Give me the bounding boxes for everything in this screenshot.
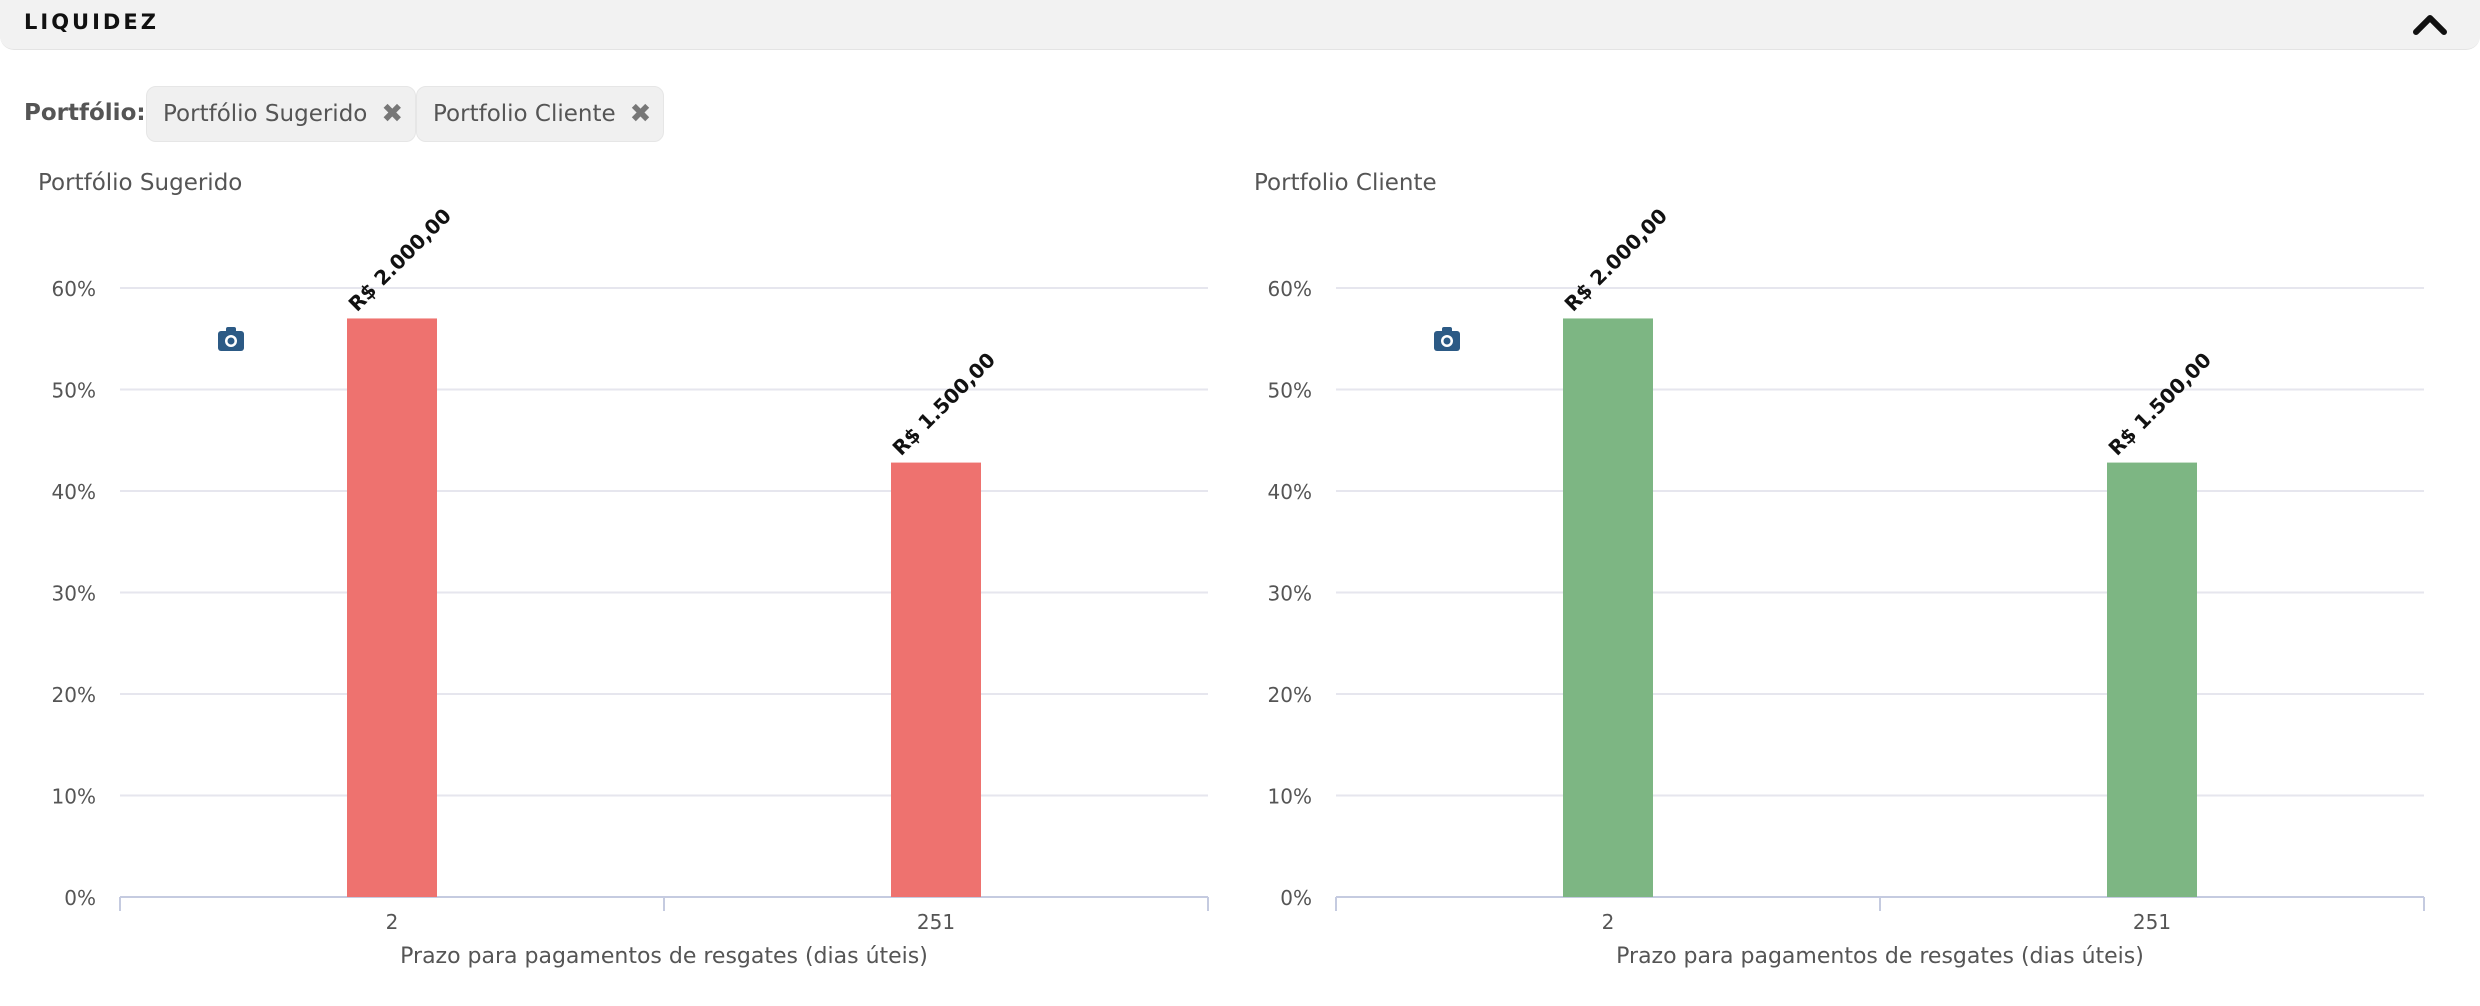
x-tick-label: 251 bbox=[2133, 910, 2171, 934]
chip-portfolio-cliente: Portfolio Cliente ✖ bbox=[416, 86, 665, 142]
bar[interactable] bbox=[1563, 318, 1653, 897]
y-tick-label: 40% bbox=[1268, 480, 1312, 504]
y-tick-label: 60% bbox=[52, 277, 96, 301]
x-axis-title: Prazo para pagamentos de resgates (dias … bbox=[400, 944, 928, 969]
y-tick-label: 50% bbox=[1268, 379, 1312, 403]
data-label: R$ 2.000,00 bbox=[344, 204, 456, 316]
y-tick-label: 0% bbox=[1280, 886, 1312, 910]
panel-title: LIQUIDEZ bbox=[24, 10, 159, 34]
chevron-up-icon[interactable] bbox=[2410, 6, 2450, 42]
data-label: R$ 1.500,00 bbox=[2104, 348, 2216, 460]
x-axis-title: Prazo para pagamentos de resgates (dias … bbox=[1616, 944, 2144, 969]
y-tick-label: 10% bbox=[1268, 785, 1312, 809]
camera-icon[interactable] bbox=[1434, 327, 1460, 351]
filter-label: Portfólio: bbox=[24, 100, 146, 126]
data-label: R$ 1.500,00 bbox=[888, 348, 1000, 460]
chart-title: Portfolio Cliente bbox=[1254, 170, 1437, 196]
bar[interactable] bbox=[2107, 462, 2197, 897]
x-tick-label: 251 bbox=[917, 910, 955, 934]
panel-header[interactable]: LIQUIDEZ bbox=[0, 0, 2480, 50]
chip-label: Portfólio Sugerido bbox=[163, 101, 368, 127]
x-tick-label: 2 bbox=[1602, 910, 1615, 934]
chip-label: Portfolio Cliente bbox=[433, 101, 616, 127]
y-tick-label: 40% bbox=[52, 480, 96, 504]
camera-icon[interactable] bbox=[218, 327, 244, 351]
x-tick-label: 2 bbox=[386, 910, 399, 934]
bar[interactable] bbox=[347, 318, 437, 897]
y-tick-label: 60% bbox=[1268, 277, 1312, 301]
chart-canvas: 0% 10% 20% 30% 40% 50% 60% R$ 2.000,00 2 R$ 1.500… bbox=[1268, 204, 2425, 969]
chart-portfolio-cliente: Portfolio Cliente 0% 10% 20% 30% 40% 50% 60% R$… bbox=[1216, 160, 2431, 1000]
y-tick-label: 50% bbox=[52, 379, 96, 403]
y-tick-label: 20% bbox=[52, 683, 96, 707]
close-icon[interactable]: ✖ bbox=[629, 99, 652, 129]
y-tick-label: 30% bbox=[1268, 582, 1312, 606]
close-icon[interactable]: ✖ bbox=[381, 99, 404, 129]
chart-portfolio-sugerido: Portfólio Sugerido 0% 10% 20% 30% 40% 50% 60% R… bbox=[0, 160, 1215, 1000]
y-tick-label: 0% bbox=[64, 886, 96, 910]
data-label: R$ 2.000,00 bbox=[1560, 204, 1672, 316]
y-tick-label: 20% bbox=[1268, 683, 1312, 707]
chip-portfolio-sugerido: Portfólio Sugerido ✖ bbox=[146, 86, 417, 142]
y-tick-label: 30% bbox=[52, 582, 96, 606]
y-tick-label: 10% bbox=[52, 785, 96, 809]
chart-canvas: 0% 10% 20% 30% 40% 50% 60% R$ 2.000,00 2 R$ 1.500… bbox=[52, 204, 1209, 969]
chart-title: Portfólio Sugerido bbox=[38, 170, 243, 196]
bar[interactable] bbox=[891, 462, 981, 897]
